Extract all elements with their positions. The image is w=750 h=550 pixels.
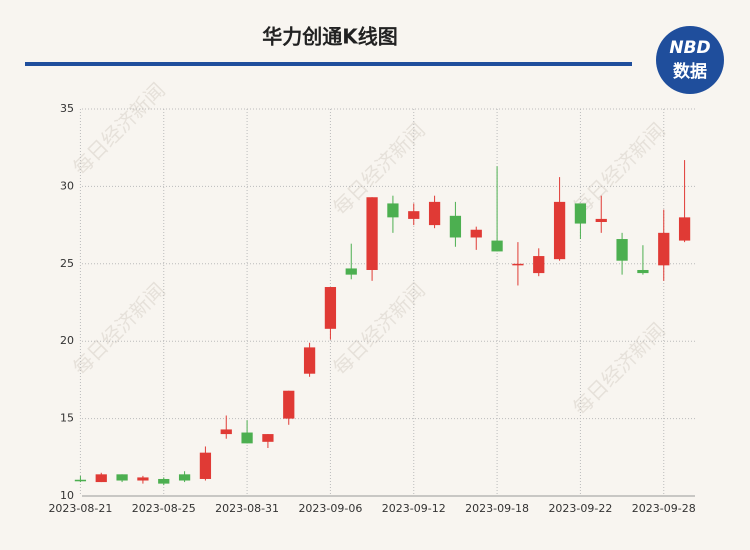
- watermark: 每日经济新闻: [68, 78, 170, 180]
- x-tick-label: 2023-08-21: [48, 502, 112, 515]
- logo-bottom: 数据: [673, 61, 707, 82]
- x-tick-label: 2023-09-28: [632, 502, 696, 515]
- y-tick-label: 20: [60, 334, 74, 347]
- logo-badge: [656, 26, 724, 94]
- title-underline: [25, 62, 632, 66]
- candle-body: [241, 432, 253, 444]
- candle-body: [116, 474, 128, 481]
- y-tick-label: 35: [60, 102, 74, 115]
- candle-body: [303, 347, 316, 374]
- x-tick-label: 2023-09-12: [382, 502, 446, 515]
- x-tick-label: 2023-09-18: [465, 502, 529, 515]
- candle-body: [574, 203, 587, 224]
- x-tick-label: 2023-08-31: [215, 502, 279, 515]
- candle-body: [678, 217, 691, 241]
- candle-body: [470, 229, 482, 238]
- watermark: 每日经济新闻: [328, 278, 430, 380]
- x-tick-label: 2023-08-25: [132, 502, 196, 515]
- candle-body: [533, 256, 545, 274]
- logo-top: NBD: [669, 38, 710, 58]
- x-tick-label: 2023-09-06: [298, 502, 362, 515]
- candle-body: [387, 203, 399, 218]
- candle-body: [616, 239, 628, 261]
- candle-body: [658, 232, 670, 266]
- candle-body: [595, 218, 607, 223]
- watermark: 每日经济新闻: [568, 318, 670, 420]
- candle-body: [366, 197, 378, 270]
- candle-body: [428, 201, 441, 226]
- chart-title: 华力创通K线图: [262, 25, 398, 49]
- y-tick-label: 10: [60, 489, 74, 502]
- candle-body: [95, 474, 107, 483]
- candle-body: [324, 287, 337, 329]
- candle-body: [158, 478, 170, 484]
- watermark: 每日经济新闻: [328, 118, 430, 220]
- candle-body: [74, 479, 87, 482]
- y-tick-label: 25: [60, 257, 74, 270]
- x-tick-label: 2023-09-22: [548, 502, 612, 515]
- candle-body: [345, 268, 357, 275]
- candle-body: [491, 240, 503, 252]
- candle-body: [220, 429, 232, 435]
- watermark: 每日经济新闻: [68, 278, 170, 380]
- candle-body: [449, 215, 462, 238]
- candle-body: [637, 269, 649, 274]
- candle-body: [512, 263, 524, 266]
- candle-body: [408, 211, 420, 219]
- candle-body: [262, 434, 274, 442]
- candle-body: [553, 201, 566, 260]
- candle-body: [283, 390, 295, 419]
- candle-body: [137, 477, 149, 481]
- y-tick-label: 15: [60, 412, 74, 425]
- y-tick-label: 30: [60, 179, 74, 192]
- candle-body: [199, 452, 212, 479]
- candle-body: [178, 474, 191, 481]
